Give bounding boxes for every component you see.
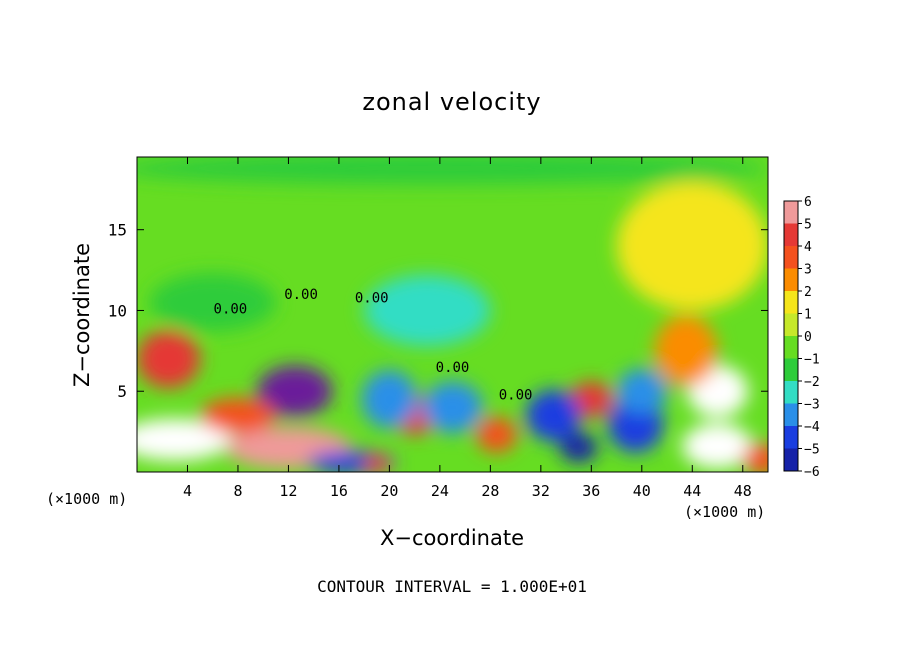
field-cell: [422, 381, 483, 434]
colorbar-tick-label: −5: [804, 443, 820, 458]
x-axis-label: X−coordinate: [380, 526, 524, 550]
contour-interval-note: CONTOUR INTERVAL = 1.000E+01: [317, 577, 587, 596]
plot-area: 0.00 0.00 0.00 0.00 0.00: [136, 156, 769, 473]
contour-label: 0.00: [499, 387, 533, 403]
colorbar-swatch: [784, 426, 798, 449]
chart-title: zonal velocity: [362, 88, 542, 116]
colorbar-tick-label: −1: [804, 353, 820, 368]
y-axis-label: Z−coordinate: [70, 243, 94, 387]
x-unit-label-right: (×1000 m): [684, 503, 766, 521]
x-tick-label: 4: [183, 482, 192, 500]
field-cell: [616, 368, 668, 414]
field-cell: [559, 433, 598, 463]
colorbar-tick-label: 0: [804, 330, 812, 345]
colorbar-tick-label: 6: [804, 195, 812, 210]
field-cell: [525, 389, 582, 442]
colorbar-tick-label: 3: [804, 263, 812, 278]
x-tick-label: 20: [380, 482, 398, 500]
x-tick-label: 8: [233, 482, 242, 500]
field-cell: [476, 417, 517, 453]
colorbar-swatch: [784, 268, 798, 291]
field-cell: [682, 423, 753, 469]
field-cell: [137, 329, 201, 388]
colorbar-tick-label: −6: [804, 465, 820, 480]
colorbar-swatch: [784, 291, 798, 314]
field-layer: [137, 157, 768, 472]
x-tick-label: 24: [431, 482, 449, 500]
x-tick-label: 44: [683, 482, 701, 500]
field-cell: [742, 442, 768, 472]
field-cell: [569, 381, 613, 418]
colorbar-swatch: [784, 246, 798, 269]
colorbar-tick-label: −3: [804, 398, 820, 413]
colorbar: 6 5 4 3 2 1 0 −1 −2 −3 −4 −5 −6: [783, 195, 820, 480]
contour-layer: 0.00 0.00 0.00 0.00 0.00: [214, 287, 533, 403]
field-cell: [149, 273, 276, 332]
colorbar-swatch: [784, 336, 798, 359]
colorbar-swatch: [784, 448, 798, 471]
x-tick-label: 12: [279, 482, 297, 500]
colorbar-swatch: [784, 403, 798, 426]
colorbar-swatch: [784, 313, 798, 336]
x-tick-label: 36: [582, 482, 600, 500]
colorbar-tick-label: 4: [804, 240, 812, 255]
field-cell: [137, 157, 768, 185]
y-axis: 5 10 15: [108, 221, 768, 401]
field-cell: [256, 365, 333, 418]
field-cell: [364, 274, 491, 346]
x-unit-label-left: (×1000 m): [46, 490, 128, 508]
contour-label: 0.00: [214, 302, 248, 318]
colorbar-tick-label: 5: [804, 218, 812, 233]
colorbar-tick-label: 2: [804, 285, 812, 300]
colorbar-tick-label: 1: [804, 308, 812, 323]
plot-frame: [136, 156, 769, 473]
y-tick-label: 15: [108, 221, 127, 240]
field-cell: [364, 454, 390, 472]
x-tick-label: 16: [330, 482, 348, 500]
x-axis: 4 8 12 16 20 24 28 32 36 40 44 48: [183, 157, 752, 500]
field-cell: [654, 315, 718, 387]
field-cell: [137, 418, 232, 461]
colorbar-swatch: [784, 358, 798, 381]
y-tick-label: 10: [108, 301, 127, 320]
contour-label: 0.00: [284, 287, 318, 303]
colorbar-swatch: [784, 381, 798, 404]
y-tick-label: 5: [117, 382, 127, 401]
contour-label: 0.00: [436, 360, 470, 376]
field-cell: [200, 397, 276, 434]
x-tick-label: 32: [532, 482, 550, 500]
x-tick-label: 40: [633, 482, 651, 500]
field-cell: [616, 181, 768, 311]
colorbar-tick-label: −2: [804, 375, 820, 390]
colorbar-swatch: [784, 201, 798, 224]
x-tick-label: 28: [481, 482, 499, 500]
colorbar-swatch: [784, 223, 798, 246]
contour-label: 0.00: [355, 290, 389, 306]
x-tick-label: 48: [734, 482, 752, 500]
field-cell: [361, 370, 418, 429]
colorbar-tick-label: −4: [804, 420, 820, 435]
